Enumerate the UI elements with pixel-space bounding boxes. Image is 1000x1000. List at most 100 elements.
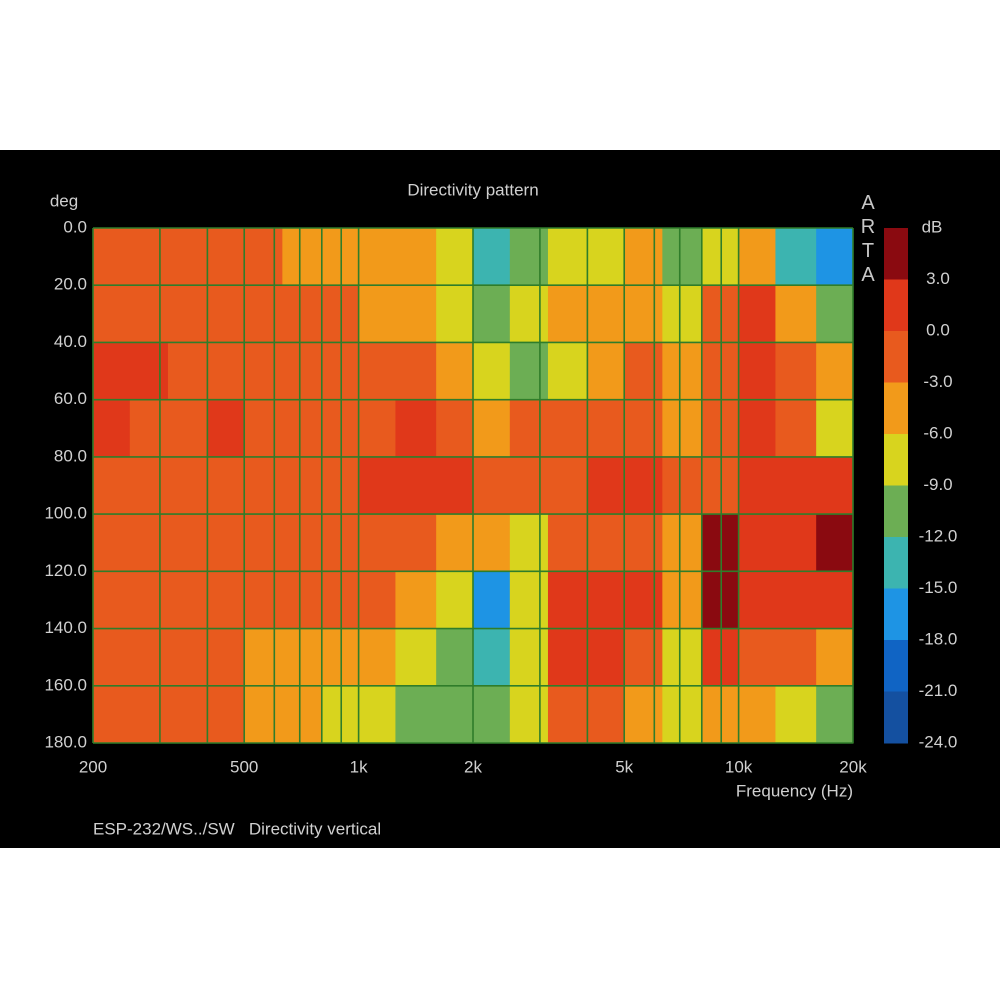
- heat-cell: [436, 514, 474, 572]
- heat-cell: [547, 285, 588, 343]
- x-tick-label: 20k: [839, 757, 867, 776]
- heat-cell: [244, 685, 283, 744]
- heat-cell: [587, 628, 625, 687]
- heat-cell: [587, 342, 625, 401]
- footer: ESP-232/WS../SW Directivity vertical: [93, 819, 381, 838]
- heat-cell: [358, 456, 396, 515]
- colorbar-band: [884, 485, 908, 538]
- heat-cell: [509, 342, 549, 401]
- x-axis-label: Frequency (Hz): [736, 781, 853, 800]
- heat-cell: [473, 514, 511, 572]
- colorbar-band: [884, 382, 908, 435]
- heat-cell: [738, 514, 776, 572]
- heat-cell: [738, 399, 776, 458]
- heat-cell: [624, 685, 663, 744]
- heat-cell: [509, 285, 549, 343]
- heat-cell: [662, 399, 703, 458]
- heat-cell: [244, 571, 283, 630]
- heat-cell: [473, 685, 511, 744]
- colorbar-tick-label: -18.0: [919, 629, 958, 648]
- x-tick-label: 200: [79, 757, 107, 776]
- colorbar-tick-label: -6.0: [923, 423, 952, 442]
- heat-cell: [816, 228, 854, 286]
- heat-cell: [129, 285, 169, 343]
- heat-cell: [775, 228, 817, 286]
- heat-cell: [436, 571, 474, 630]
- heat-cell: [167, 456, 208, 515]
- colorbar-tick-label: -9.0: [923, 475, 952, 494]
- heat-cell: [473, 628, 511, 687]
- heat-cell: [167, 628, 208, 687]
- heat-cell: [358, 514, 396, 572]
- heat-cell: [662, 228, 703, 286]
- heat-cell: [624, 456, 663, 515]
- heat-cell: [129, 514, 169, 572]
- heat-cell: [129, 342, 169, 401]
- heat-cell: [738, 228, 776, 286]
- heat-cell: [436, 685, 474, 744]
- heat-cell: [547, 571, 588, 630]
- heat-cell: [395, 399, 437, 458]
- heat-cell: [624, 399, 663, 458]
- x-tick-label: 1k: [350, 757, 368, 776]
- heat-cell: [775, 514, 817, 572]
- heat-cell: [436, 456, 474, 515]
- heat-cell: [738, 456, 776, 515]
- heat-cell: [816, 285, 854, 343]
- heat-cell: [547, 228, 588, 286]
- heat-cell: [587, 228, 625, 286]
- heat-cell: [587, 399, 625, 458]
- heat-cell: [282, 399, 323, 458]
- heat-cell: [587, 514, 625, 572]
- heat-cell: [358, 399, 396, 458]
- heat-cell: [93, 571, 131, 630]
- y-tick-label: 60.0: [54, 389, 87, 408]
- heat-cell: [509, 228, 549, 286]
- colorbar-label: dB: [922, 217, 943, 236]
- heat-cell: [775, 571, 817, 630]
- heat-cell: [395, 285, 437, 343]
- heat-cell: [282, 685, 323, 744]
- heat-cell: [816, 399, 854, 458]
- heat-cell: [547, 685, 588, 744]
- heat-cell: [167, 228, 208, 286]
- heat-cell: [244, 342, 283, 401]
- heat-cell: [282, 628, 323, 687]
- heat-cell: [436, 399, 474, 458]
- colorbar-band: [884, 331, 908, 383]
- heat-cell: [244, 399, 283, 458]
- heat-cell: [547, 628, 588, 687]
- heat-cell: [816, 342, 854, 401]
- heat-cell: [587, 685, 625, 744]
- heat-cell: [473, 285, 511, 343]
- heat-cell: [624, 285, 663, 343]
- heat-cell: [244, 228, 283, 286]
- y-tick-label: 140.0: [44, 618, 87, 637]
- x-tick-label: 2k: [464, 757, 482, 776]
- heat-cell: [358, 685, 396, 744]
- heat-cell: [395, 685, 437, 744]
- heat-cell: [207, 514, 245, 572]
- colorbar-band: [884, 434, 908, 486]
- heat-cell: [775, 456, 817, 515]
- colorbar-tick-label: -12.0: [919, 526, 958, 545]
- heat-cell: [207, 571, 245, 630]
- heat-cell: [244, 514, 283, 572]
- x-tick-label: 5k: [615, 757, 633, 776]
- heat-cell: [587, 285, 625, 343]
- y-axis-label: deg: [50, 191, 78, 210]
- heat-cell: [587, 456, 625, 515]
- chart-title: Directivity pattern: [407, 180, 538, 199]
- heat-cell: [93, 628, 131, 687]
- heat-cell: [662, 514, 703, 572]
- heat-cell: [282, 456, 323, 515]
- heat-cell: [509, 628, 549, 687]
- y-tick-label: 80.0: [54, 446, 87, 465]
- heat-cell: [167, 285, 208, 343]
- heat-cell: [129, 456, 169, 515]
- colorbar-tick-label: 3.0: [926, 269, 950, 288]
- y-tick-label: 20.0: [54, 275, 87, 294]
- heat-cell: [244, 285, 283, 343]
- heat-cell: [624, 628, 663, 687]
